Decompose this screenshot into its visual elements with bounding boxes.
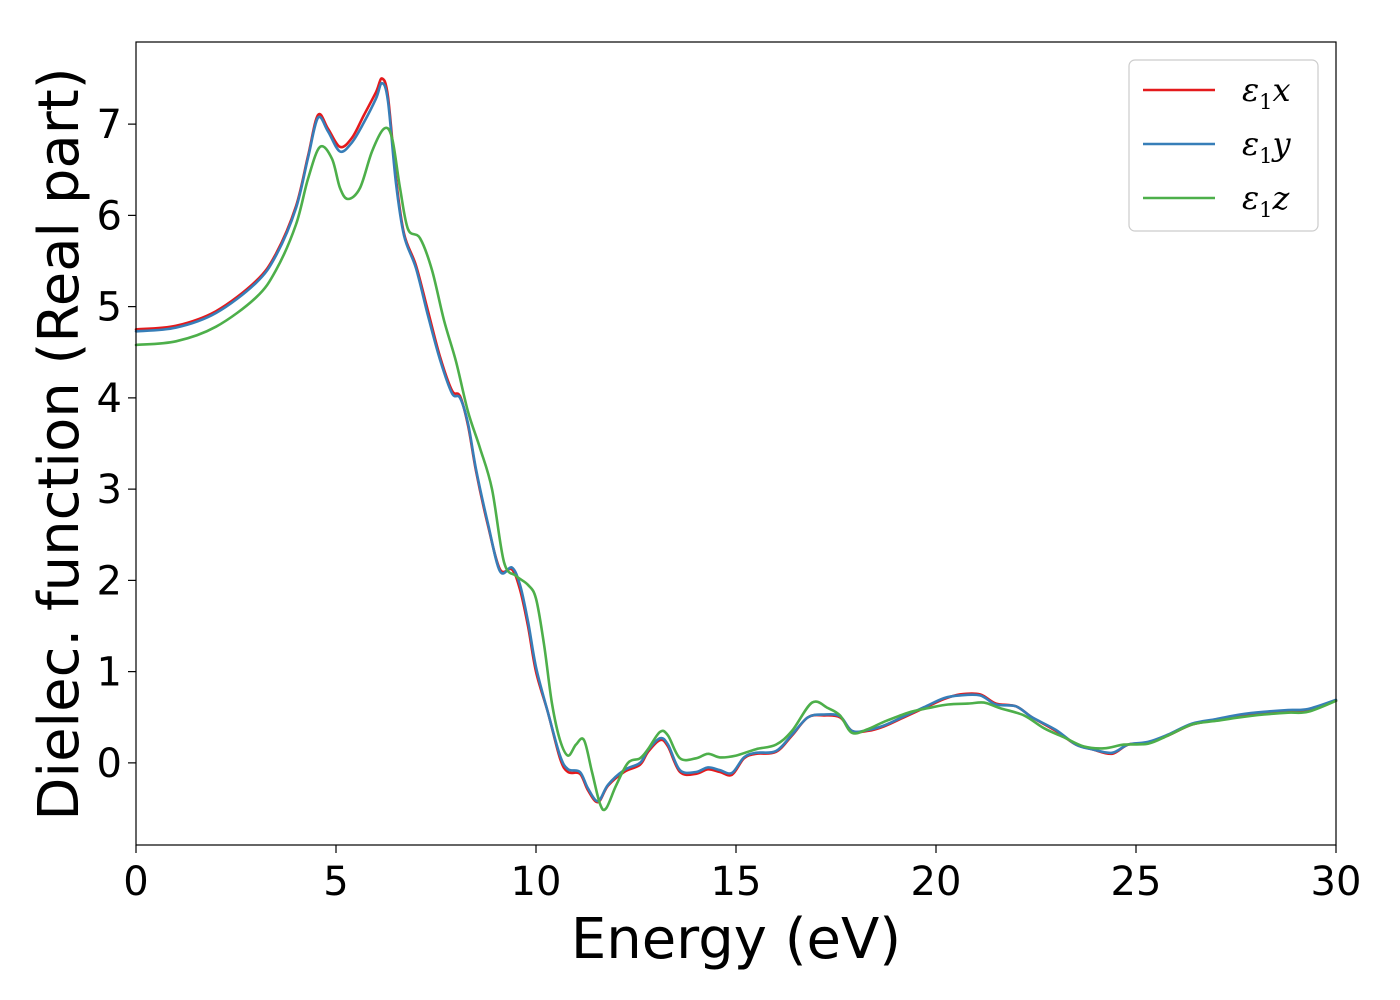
series-line-z [134,126,1338,812]
x-axis-ticks: 0 5 10 15 20 25 30 [123,845,1361,905]
x-tick-label: 0 [123,859,148,905]
x-tick-label: 10 [511,859,562,905]
y-tick-label: 7 [97,102,122,148]
y-tick-label: 3 [97,467,122,513]
y-tick-label: 1 [97,650,122,696]
legend-box [1128,59,1319,232]
x-tick-label: 15 [711,859,762,905]
x-tick-label: 30 [1311,859,1362,905]
legend-label-y: ε1y [1242,125,1292,168]
y-axis-ticks: 0 1 2 3 4 5 6 7 [97,102,136,787]
legend-label-x: ε1x [1242,71,1291,114]
y-tick-label: 4 [97,376,122,422]
x-axis-title: Energy (eV) [571,907,901,972]
y-tick-label: 2 [97,558,122,604]
x-tick-label: 25 [1111,859,1162,905]
y-axis-title: Dielec. function (Real part) [27,67,92,820]
y-tick-label: 0 [97,741,122,787]
y-tick-label: 6 [97,193,122,239]
legend-label-z: ε1z [1242,179,1291,222]
series-layer [134,77,1338,812]
x-tick-label: 5 [323,859,348,905]
y-tick-label: 5 [97,285,122,331]
legend: ε1x ε1y ε1z [1128,59,1319,232]
x-tick-label: 20 [911,859,962,905]
